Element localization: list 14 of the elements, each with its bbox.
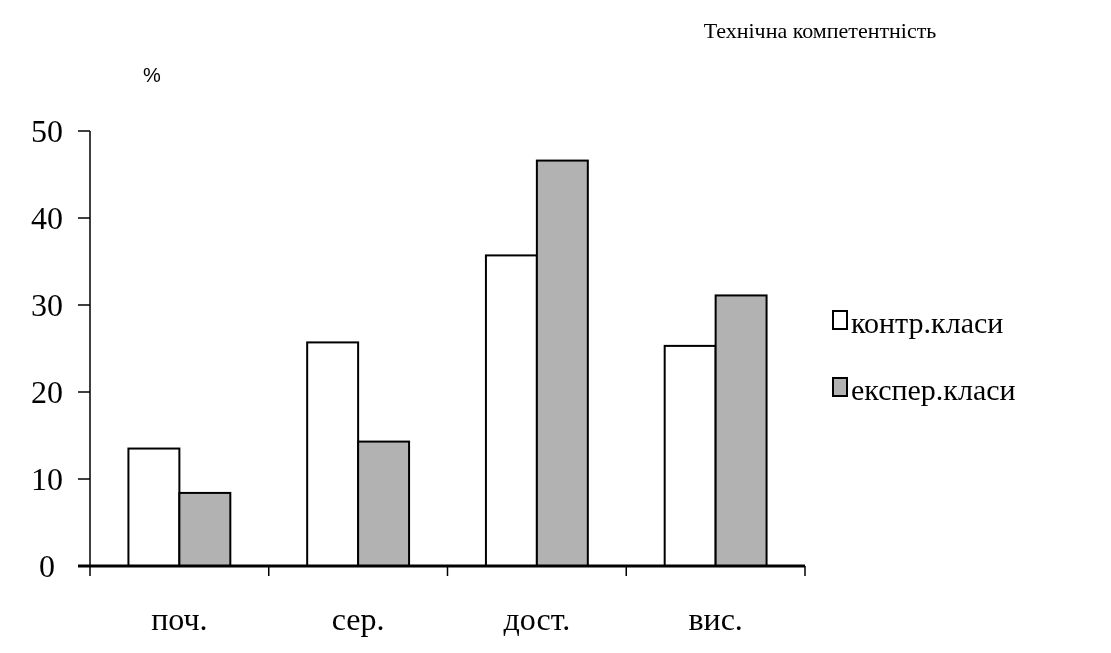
legend-label: експер.класи	[851, 373, 1016, 406]
x-tick-label: вис.	[688, 601, 743, 637]
y-tick-label: 30	[31, 287, 63, 324]
y-tick-label: 0	[39, 548, 55, 585]
y-tick-label: 40	[31, 200, 63, 237]
x-tick-label: дост.	[503, 601, 571, 637]
chart-title: Технічна компетентність	[703, 18, 937, 43]
x-tick-label: сер.	[331, 601, 385, 637]
y-tick-label: 50	[31, 113, 63, 150]
y-axis-title: %	[143, 64, 162, 86]
x-tick-label: поч.	[151, 601, 208, 637]
legend-label: контр.класи	[851, 306, 1004, 339]
y-tick-label: 10	[31, 461, 63, 498]
y-tick-label: 20	[31, 374, 63, 411]
